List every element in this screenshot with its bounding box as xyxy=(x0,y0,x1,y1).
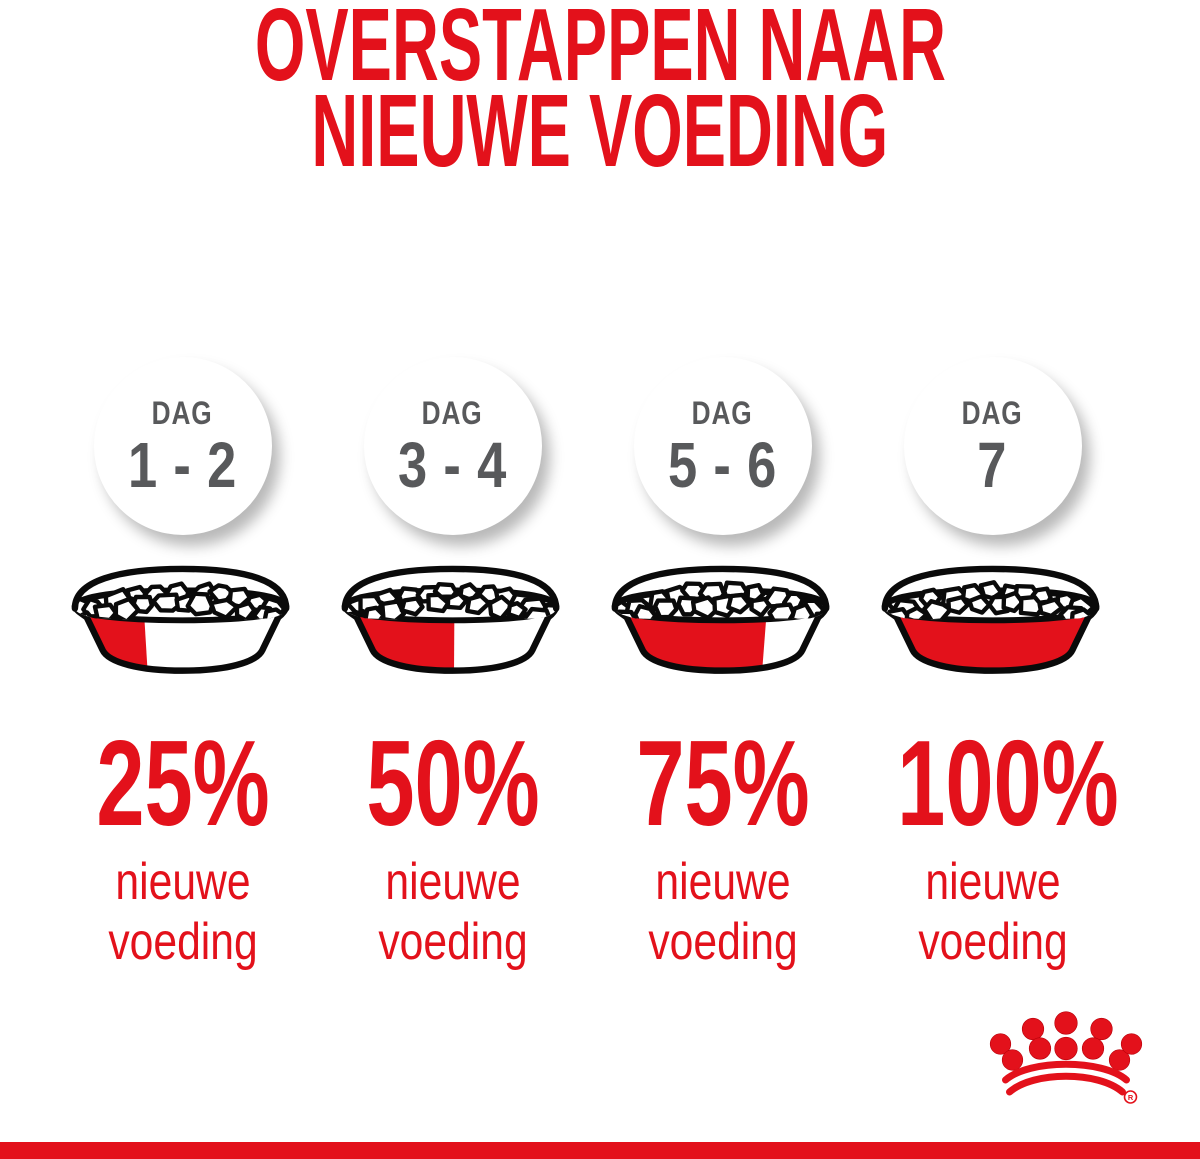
svg-text:R: R xyxy=(1128,1093,1134,1102)
